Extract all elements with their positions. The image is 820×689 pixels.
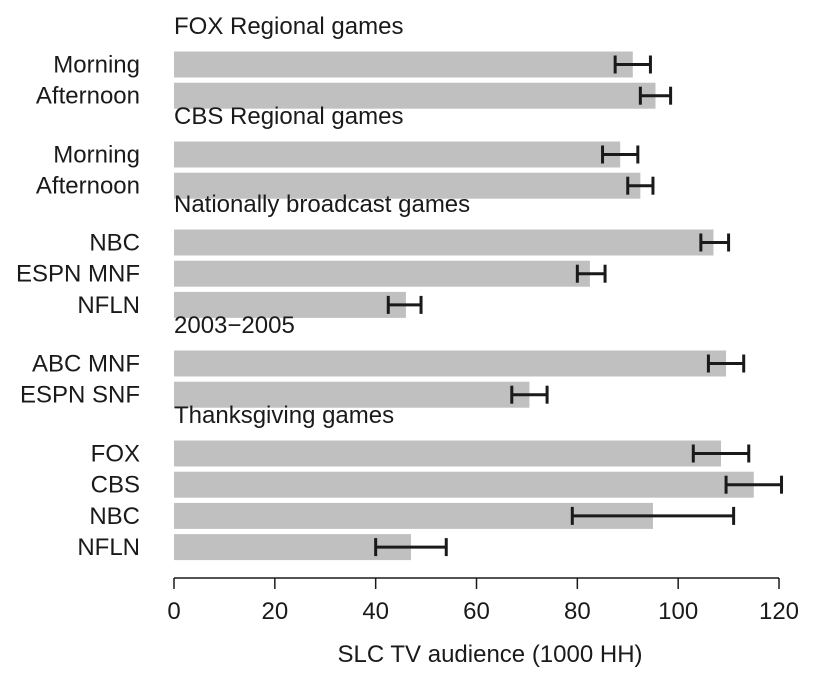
- group-title: FOX Regional games: [174, 13, 403, 40]
- category-label: ABC MNF: [32, 351, 140, 378]
- x-tick-label: 60: [463, 598, 490, 625]
- x-tick-label: 100: [658, 598, 698, 625]
- category-label: Afternoon: [36, 83, 140, 110]
- category-label: FOX: [91, 441, 140, 468]
- bar: [174, 440, 722, 467]
- category-label: Afternoon: [36, 173, 140, 200]
- x-tick-label: 120: [759, 598, 799, 625]
- labels-layer: FOX Regional games Morning Afternoon CBS Re…: [16, 13, 470, 561]
- x-tick-label: 40: [362, 598, 389, 625]
- bar: [174, 172, 641, 199]
- bar: [174, 51, 633, 78]
- group-title: 2003−2005: [174, 312, 295, 339]
- bar: [174, 381, 530, 408]
- category-label: Morning: [53, 52, 140, 79]
- x-tick-label: 0: [167, 598, 180, 625]
- category-label: NFLN: [77, 292, 140, 319]
- bars-layer: [174, 51, 784, 561]
- x-tick-label: 20: [261, 598, 288, 625]
- bar: [174, 82, 656, 109]
- bar: [174, 291, 406, 318]
- bar: [174, 534, 411, 561]
- category-label: Morning: [53, 142, 140, 169]
- group-title: Thanksgiving games: [174, 402, 394, 429]
- x-tick-label: 80: [564, 598, 591, 625]
- group-title: CBS Regional games: [174, 103, 403, 130]
- x-axis: 0 20 40 60 80 100 120: [167, 577, 799, 625]
- category-label: ESPN SNF: [20, 382, 140, 409]
- category-label: CBS: [91, 472, 140, 499]
- bar: [174, 229, 714, 256]
- category-label: NBC: [89, 230, 140, 257]
- category-label: NBC: [89, 503, 140, 530]
- bar: [174, 471, 754, 498]
- bar: [174, 260, 590, 287]
- category-label: ESPN MNF: [16, 261, 140, 288]
- group-title: Nationally broadcast games: [174, 191, 470, 218]
- bar: [174, 141, 621, 168]
- x-axis-title: SLC TV audience (1000 HH): [337, 641, 642, 668]
- bar: [174, 350, 727, 377]
- category-label: NFLN: [77, 534, 140, 561]
